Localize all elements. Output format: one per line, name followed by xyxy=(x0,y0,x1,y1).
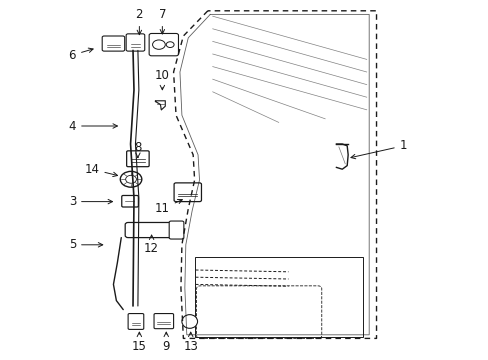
FancyBboxPatch shape xyxy=(126,151,149,167)
FancyBboxPatch shape xyxy=(149,33,178,56)
Text: 3: 3 xyxy=(68,195,112,208)
Text: 15: 15 xyxy=(132,332,146,353)
Text: 8: 8 xyxy=(134,141,142,157)
FancyBboxPatch shape xyxy=(122,195,138,207)
Text: 12: 12 xyxy=(144,235,159,255)
Text: 13: 13 xyxy=(183,332,198,353)
FancyBboxPatch shape xyxy=(102,36,124,51)
Ellipse shape xyxy=(182,315,197,328)
FancyBboxPatch shape xyxy=(174,183,201,202)
Text: 4: 4 xyxy=(68,120,117,132)
FancyBboxPatch shape xyxy=(125,222,177,238)
Text: 9: 9 xyxy=(162,332,170,353)
FancyBboxPatch shape xyxy=(154,314,173,329)
Text: 1: 1 xyxy=(350,139,407,159)
FancyBboxPatch shape xyxy=(126,34,144,51)
Circle shape xyxy=(120,171,142,187)
Text: 10: 10 xyxy=(155,69,169,90)
Bar xyxy=(194,257,363,337)
Text: 5: 5 xyxy=(68,238,102,251)
Text: 2: 2 xyxy=(135,8,143,35)
Text: 7: 7 xyxy=(158,8,166,34)
Text: 6: 6 xyxy=(68,48,93,62)
Circle shape xyxy=(125,175,136,183)
FancyBboxPatch shape xyxy=(128,314,143,329)
Circle shape xyxy=(152,40,165,49)
Text: 11: 11 xyxy=(155,199,182,215)
Circle shape xyxy=(166,42,174,48)
FancyBboxPatch shape xyxy=(169,221,183,239)
Polygon shape xyxy=(155,101,165,110)
Text: 14: 14 xyxy=(84,163,117,176)
